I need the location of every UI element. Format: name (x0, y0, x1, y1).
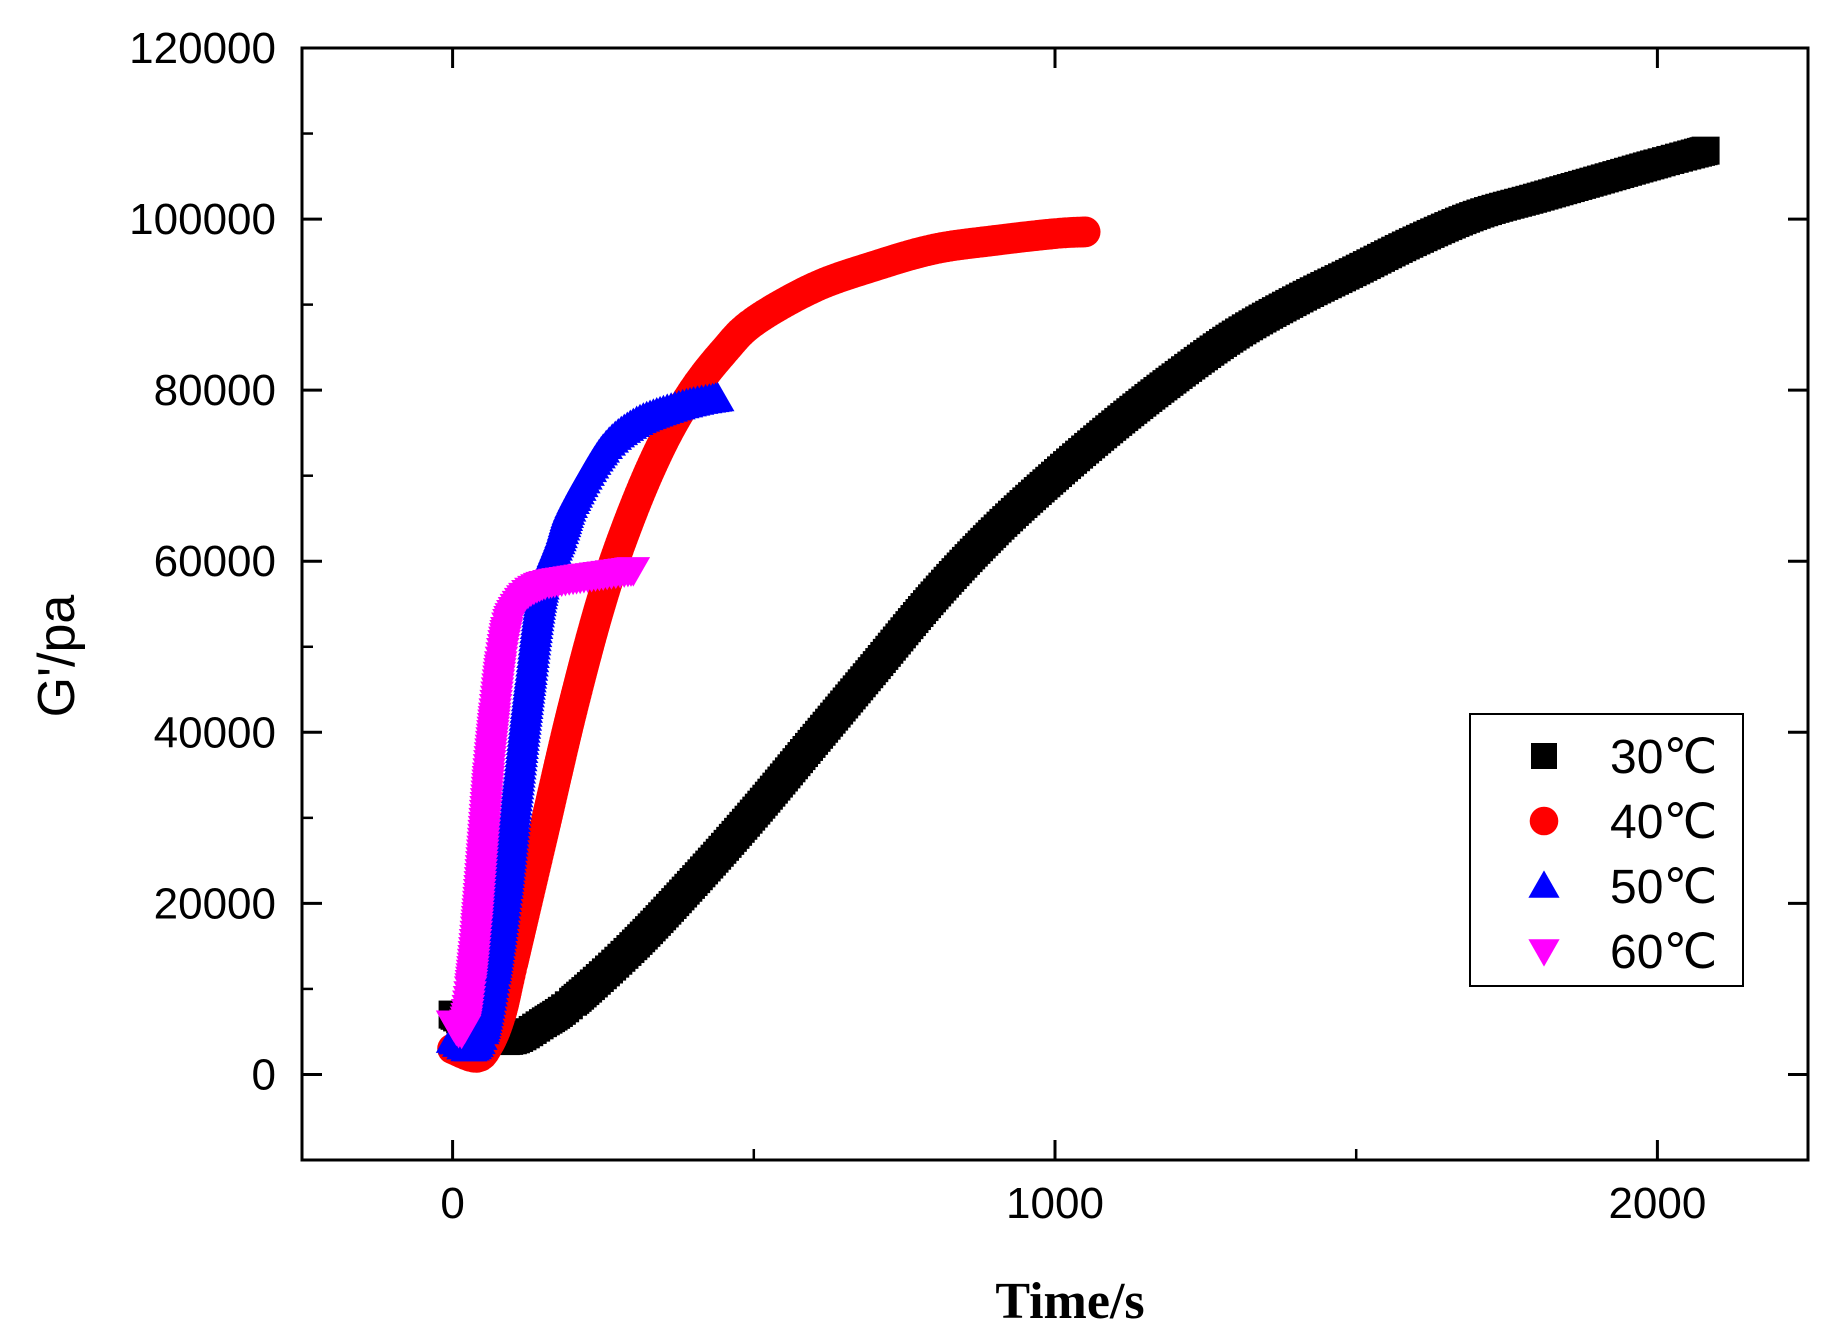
series-3 (435, 381, 735, 1062)
axes: 0 1000 20000200004000060000800001000001200… (129, 24, 1810, 1228)
legend-item: 60℃ (1528, 926, 1717, 979)
y-tick-label: 100000 (129, 195, 276, 244)
x-tick-label: 0 (440, 1179, 464, 1228)
data-point (700, 381, 735, 412)
legend-marker (1531, 743, 1557, 769)
y-tick-label: 20000 (154, 879, 276, 928)
legend-label: 30℃ (1610, 731, 1717, 784)
legend-label: 40℃ (1610, 796, 1717, 849)
data-point (1069, 216, 1101, 248)
y-axis-title: G'/pa (28, 595, 86, 718)
legend-label: 50℃ (1610, 861, 1717, 914)
x-tick-label: 2000 (1608, 1179, 1706, 1228)
plot-area (435, 136, 1720, 1073)
y-tick-label: 120000 (129, 24, 276, 73)
x-tick-label: 1000 (1006, 1179, 1104, 1228)
legend: 30℃ 40℃ 50℃ 60℃ (1469, 713, 1744, 987)
series-4 (435, 557, 651, 1050)
series-1 (438, 136, 1720, 1056)
legend-marker (1529, 806, 1559, 836)
y-tick-label: 80000 (154, 366, 276, 415)
legend-label: 60℃ (1610, 926, 1717, 979)
legend-item: 50℃ (1528, 861, 1717, 914)
x-axis-title: Time/s (995, 1273, 1144, 1330)
data-point (616, 557, 651, 587)
y-tick-label: 40000 (154, 708, 276, 757)
legend-marker (1528, 870, 1560, 898)
data-point (1691, 136, 1720, 165)
legend-box (1469, 713, 1744, 987)
legend-item: 40℃ (1529, 796, 1717, 849)
y-tick-label: 0 (252, 1050, 276, 1099)
y-tick-label: 60000 (154, 537, 276, 586)
legend-item: 30℃ (1531, 731, 1717, 784)
legend-marker (1528, 939, 1560, 967)
